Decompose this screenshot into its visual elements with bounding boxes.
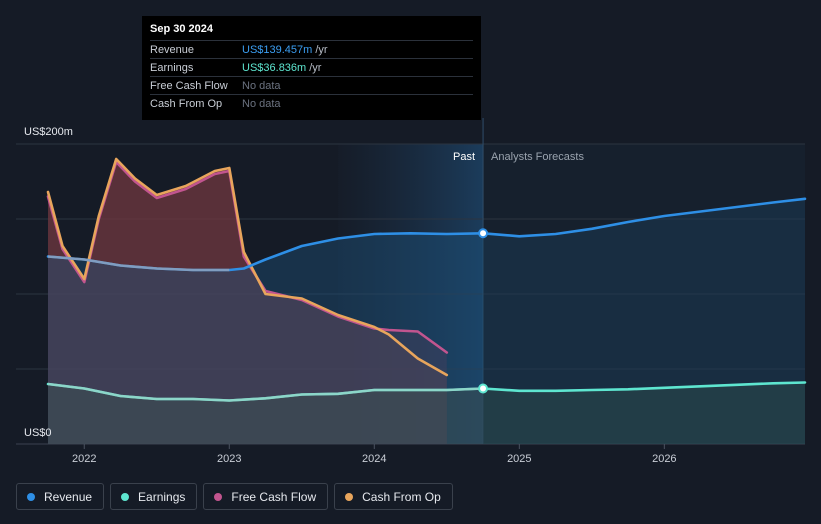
tooltip-label: Free Cash Flow <box>150 79 228 92</box>
legend-dot-icon <box>27 492 35 501</box>
x-tick-label: 2025 <box>507 453 531 465</box>
marker-revenue <box>478 228 489 239</box>
tooltip-value: No data <box>242 97 281 110</box>
line-cash-from-op <box>46 157 449 377</box>
tooltip-label: Earnings <box>150 61 194 74</box>
y-axis-label-bottom: US$0 <box>24 427 52 439</box>
tooltip-label: Cash From Op <box>150 97 223 110</box>
forecast-label: Analysts Forecasts <box>491 151 584 163</box>
line-revenue-faded <box>47 255 230 272</box>
legend-earnings-button[interactable]: Earnings <box>110 483 198 510</box>
tooltip-value: US$139.457m <box>242 43 313 56</box>
marker-earnings <box>478 383 489 394</box>
tooltip-row-cash-from-op: Cash From Op No data <box>150 94 473 112</box>
legend-revenue-button[interactable]: Revenue <box>16 483 105 510</box>
tooltip-date: Sep 30 2024 <box>150 23 213 35</box>
tooltip-value: No data <box>242 79 281 92</box>
legend-dot-icon <box>121 492 130 501</box>
tooltip-value: US$36.836m <box>242 61 307 74</box>
area-cash-from-op <box>48 159 447 444</box>
tooltip-unit: /yr <box>315 43 328 56</box>
legend-label: Earnings <box>138 489 186 504</box>
x-tick-label: 2024 <box>362 453 386 465</box>
tooltip-row-free-cash-flow: Free Cash Flow No data <box>150 76 473 94</box>
x-tick-label: 2022 <box>72 453 96 465</box>
area-earnings-forecast <box>483 382 805 444</box>
legend-label: Cash From Op <box>362 489 441 504</box>
y-axis-label-top: US$200m <box>24 126 73 138</box>
legend-free-cash-flow-button[interactable]: Free Cash Flow <box>203 483 329 510</box>
tooltip-label: Revenue <box>150 43 195 56</box>
legend-label: Free Cash Flow <box>231 489 317 504</box>
data-tooltip: Sep 30 2024 Revenue US$139.457m /yr Earn… <box>142 16 481 120</box>
chart-legend: Revenue Earnings Free Cash Flow Cash Fro… <box>16 483 453 510</box>
tooltip-row-earnings: Earnings US$36.836m /yr <box>150 58 473 76</box>
line-earnings-faded <box>47 382 484 402</box>
x-tick-label: 2026 <box>652 453 676 465</box>
legend-dot-icon <box>345 492 354 501</box>
legend-cash-from-op-button[interactable]: Cash From Op <box>334 483 453 510</box>
past-label: Past <box>453 151 475 163</box>
area-revenue-forecast <box>483 198 805 444</box>
tooltip-row-revenue: Revenue US$139.457m /yr <box>150 40 473 58</box>
line-revenue-forecast <box>481 197 807 238</box>
legend-label: Revenue <box>44 489 93 504</box>
area-free-cash-flow <box>48 162 447 444</box>
line-earnings-forecast <box>481 381 807 393</box>
legend-dot-icon <box>214 492 223 501</box>
tooltip-unit: /yr <box>309 61 322 74</box>
x-tick-label: 2023 <box>217 453 241 465</box>
